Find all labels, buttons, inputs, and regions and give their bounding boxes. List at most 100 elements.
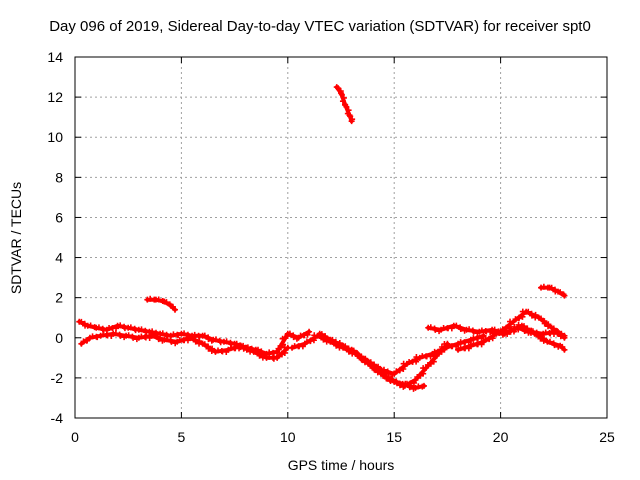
- data-point: [147, 295, 154, 302]
- data-point: [281, 349, 288, 356]
- y-tick-label: 12: [47, 89, 63, 105]
- data-point: [441, 346, 448, 353]
- data-point: [306, 328, 313, 335]
- data-point: [260, 352, 267, 359]
- data-point: [338, 91, 345, 98]
- data-point: [329, 336, 336, 343]
- series-track-i: [497, 308, 568, 341]
- data-point: [491, 326, 498, 333]
- data-point: [561, 292, 568, 299]
- data-point: [163, 336, 170, 343]
- y-tick-label: 14: [47, 49, 63, 65]
- data-point: [318, 331, 325, 338]
- data-point: [383, 373, 390, 380]
- data-point: [151, 332, 158, 339]
- data-point: [212, 336, 219, 343]
- data-point: [376, 367, 383, 374]
- data-point: [189, 334, 196, 341]
- data-point: [280, 341, 287, 348]
- data-point: [410, 379, 417, 386]
- x-tick-label: 5: [178, 429, 186, 445]
- series-track-d: [289, 332, 487, 378]
- x-tick-label: 20: [493, 429, 509, 445]
- data-point: [430, 358, 437, 365]
- y-tick-label: -2: [51, 370, 64, 386]
- data-point: [519, 313, 526, 320]
- data-point: [163, 299, 170, 306]
- data-point: [540, 283, 547, 290]
- data-point: [370, 363, 377, 370]
- data-point: [348, 118, 355, 125]
- data-point: [94, 334, 101, 341]
- data-point: [78, 318, 85, 325]
- data-point: [548, 284, 555, 291]
- data-point: [247, 346, 254, 353]
- data-point: [480, 332, 487, 339]
- data-point: [394, 380, 401, 387]
- data-layer: [76, 84, 568, 392]
- x-tick-label: 0: [71, 429, 79, 445]
- data-point: [457, 326, 464, 333]
- data-point: [541, 335, 548, 342]
- data-point: [201, 332, 208, 339]
- data-point: [420, 382, 427, 389]
- data-point: [453, 322, 460, 329]
- data-point: [181, 330, 188, 337]
- data-point: [286, 330, 293, 337]
- y-tick-label: 8: [55, 169, 63, 185]
- series-track-h: [455, 321, 568, 353]
- data-point: [336, 339, 343, 346]
- data-point: [270, 355, 277, 362]
- data-point: [363, 357, 370, 364]
- data-point: [127, 324, 134, 331]
- data-point: [427, 324, 434, 331]
- data-point: [427, 359, 434, 366]
- series-track-k: [538, 283, 568, 299]
- grid-layer: [75, 57, 607, 418]
- series-track-f: [348, 346, 427, 392]
- data-point: [545, 321, 552, 328]
- data-point: [304, 331, 311, 338]
- data-point: [274, 348, 281, 355]
- data-point: [558, 331, 565, 338]
- data-point: [340, 94, 347, 101]
- data-point: [144, 296, 151, 303]
- data-point: [350, 347, 357, 354]
- data-point: [130, 334, 137, 341]
- plot-frame: [74, 56, 608, 419]
- data-point: [525, 308, 532, 315]
- data-point: [343, 103, 350, 110]
- y-tick-label: 0: [55, 330, 63, 346]
- data-point: [538, 284, 545, 291]
- x-axis-label: GPS time / hours: [287, 457, 395, 473]
- data-point: [406, 384, 413, 391]
- data-point: [112, 330, 119, 337]
- data-point: [138, 326, 145, 333]
- data-point: [342, 343, 349, 350]
- data-point: [528, 327, 535, 334]
- series-track-j: [333, 84, 356, 125]
- series-track-c: [144, 295, 179, 313]
- data-point: [266, 353, 273, 360]
- data-point: [561, 346, 568, 353]
- y-tick-label: 2: [55, 290, 63, 306]
- data-point: [466, 326, 473, 333]
- data-point: [172, 306, 179, 313]
- data-point: [444, 340, 451, 347]
- data-point: [155, 336, 162, 343]
- tick-layer: 0 5 10 15 20 25 -4 -2 0 2 4 6 8 10 12 14: [47, 49, 615, 445]
- data-point: [155, 296, 162, 303]
- data-point: [546, 338, 553, 345]
- data-point: [117, 322, 124, 329]
- data-point: [550, 325, 557, 332]
- data-point: [438, 347, 445, 354]
- data-point: [417, 371, 424, 378]
- data-point: [385, 370, 392, 377]
- y-tick-label: 4: [55, 250, 63, 266]
- data-point: [159, 330, 166, 337]
- data-point: [538, 315, 545, 322]
- data-point: [270, 350, 277, 357]
- data-point: [168, 338, 175, 345]
- y-tick-label: 10: [47, 129, 63, 145]
